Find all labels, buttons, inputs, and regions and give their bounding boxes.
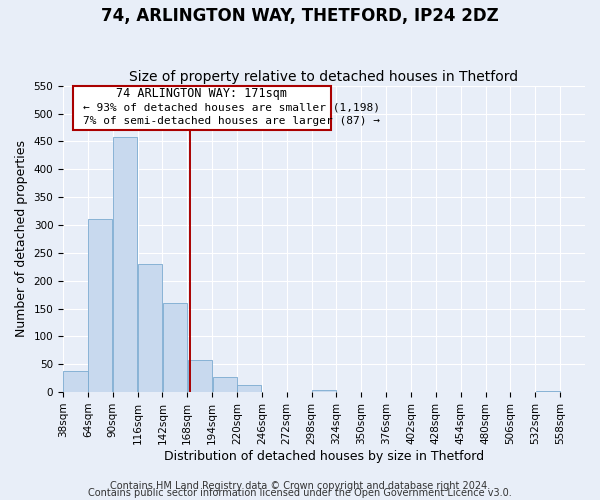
Text: 74 ARLINGTON WAY: 171sqm: 74 ARLINGTON WAY: 171sqm <box>116 87 287 100</box>
Bar <box>64 371 88 392</box>
Bar <box>536 391 560 392</box>
Bar <box>113 138 137 392</box>
Bar <box>212 377 236 392</box>
Text: Contains public sector information licensed under the Open Government Licence v3: Contains public sector information licen… <box>88 488 512 498</box>
Y-axis label: Number of detached properties: Number of detached properties <box>15 140 28 338</box>
FancyBboxPatch shape <box>73 86 331 130</box>
Bar <box>312 390 336 392</box>
Text: 7% of semi-detached houses are larger (87) →: 7% of semi-detached houses are larger (8… <box>83 116 380 126</box>
Text: ← 93% of detached houses are smaller (1,198): ← 93% of detached houses are smaller (1,… <box>83 102 380 112</box>
Bar <box>163 303 187 392</box>
Title: Size of property relative to detached houses in Thetford: Size of property relative to detached ho… <box>130 70 518 85</box>
X-axis label: Distribution of detached houses by size in Thetford: Distribution of detached houses by size … <box>164 450 484 462</box>
Text: 74, ARLINGTON WAY, THETFORD, IP24 2DZ: 74, ARLINGTON WAY, THETFORD, IP24 2DZ <box>101 8 499 26</box>
Text: Contains HM Land Registry data © Crown copyright and database right 2024.: Contains HM Land Registry data © Crown c… <box>110 481 490 491</box>
Bar <box>88 220 112 392</box>
Bar <box>238 386 262 392</box>
Bar <box>138 264 162 392</box>
Bar <box>188 360 212 392</box>
